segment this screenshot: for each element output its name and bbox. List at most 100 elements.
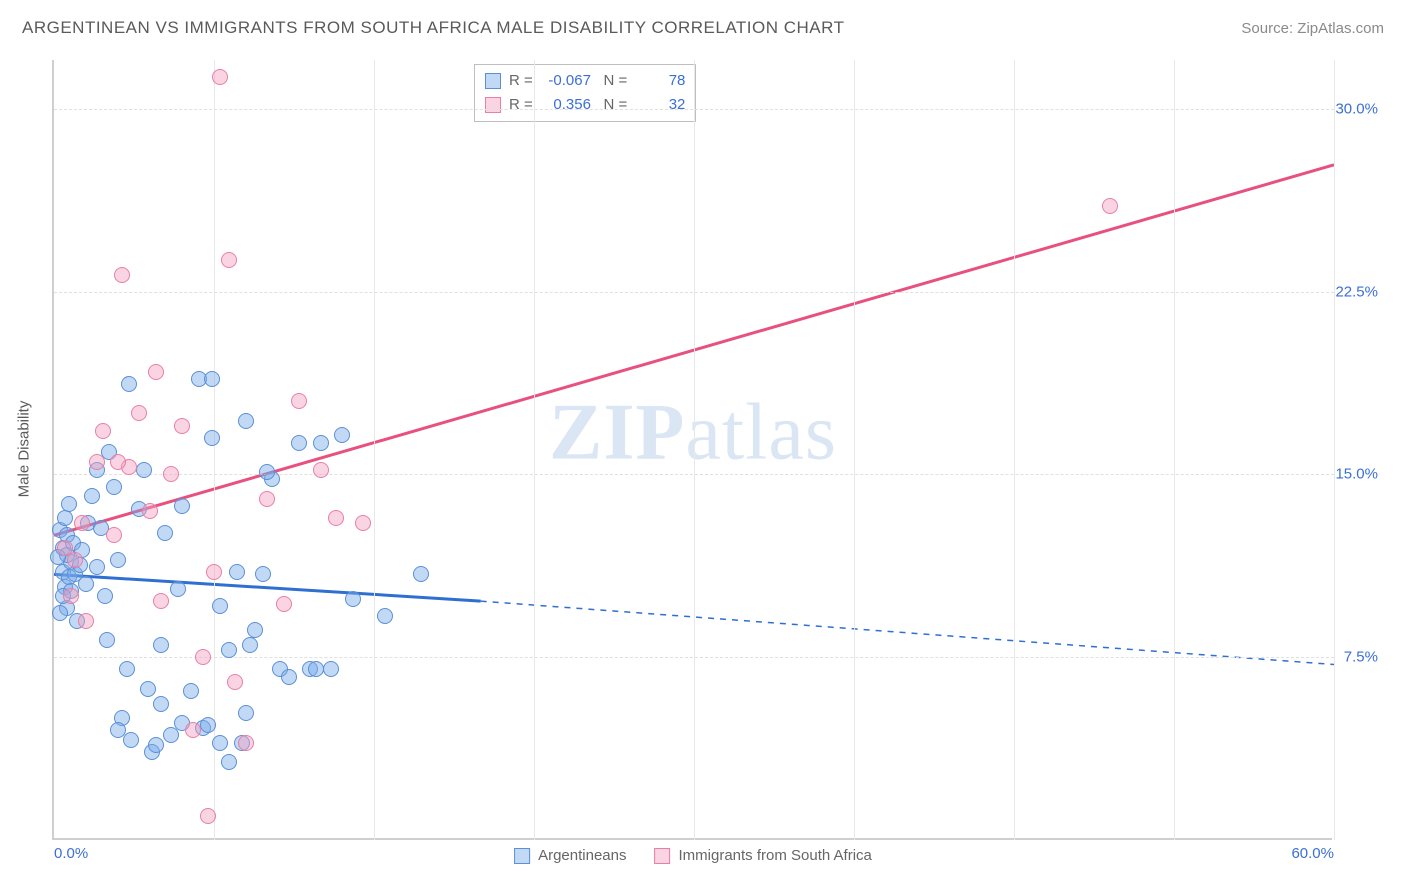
scatter-point — [142, 503, 158, 519]
scatter-point — [148, 737, 164, 753]
scatter-point — [61, 496, 77, 512]
scatter-point — [212, 69, 228, 85]
scatter-point — [170, 581, 186, 597]
scatter-point — [183, 683, 199, 699]
scatter-point — [78, 613, 94, 629]
scatter-point — [174, 418, 190, 434]
scatter-point — [95, 423, 111, 439]
scatter-point — [185, 722, 201, 738]
legend-label: Argentineans — [538, 847, 626, 864]
legend-item: Argentineans — [514, 847, 626, 864]
scatter-point — [200, 717, 216, 733]
scatter-point — [323, 661, 339, 677]
scatter-point — [140, 681, 156, 697]
scatter-point — [106, 479, 122, 495]
scatter-point — [63, 588, 79, 604]
scatter-point — [242, 637, 258, 653]
scatter-point — [221, 252, 237, 268]
scatter-point — [345, 591, 361, 607]
scatter-point — [174, 498, 190, 514]
source-attribution: Source: ZipAtlas.com — [1241, 20, 1384, 37]
scatter-point — [106, 527, 122, 543]
scatter-point — [99, 632, 115, 648]
scatter-point — [89, 559, 105, 575]
scatter-point — [1102, 198, 1118, 214]
scatter-point — [227, 674, 243, 690]
scatter-point — [67, 552, 83, 568]
x-tick-label: 60.0% — [1291, 845, 1334, 862]
scatter-point — [238, 413, 254, 429]
scatter-point — [313, 435, 329, 451]
grid-line-vertical — [1174, 60, 1175, 840]
scatter-point — [377, 608, 393, 624]
legend-label: Immigrants from South Africa — [679, 847, 872, 864]
scatter-point — [110, 454, 126, 470]
legend-swatch — [485, 73, 501, 89]
scatter-point — [153, 696, 169, 712]
watermark: ZIPatlas — [549, 388, 837, 479]
scatter-point — [84, 488, 100, 504]
scatter-point — [238, 735, 254, 751]
scatter-point — [204, 430, 220, 446]
stat-row: R = 0.356 N = 32 — [485, 93, 685, 117]
y-tick-label: 15.0% — [1335, 466, 1378, 483]
scatter-point — [221, 642, 237, 658]
scatter-point — [148, 364, 164, 380]
grid-line-vertical — [534, 60, 535, 840]
source-label: Source: — [1241, 20, 1293, 37]
grid-line-vertical — [374, 60, 375, 840]
scatter-point — [259, 464, 275, 480]
scatter-point — [308, 661, 324, 677]
scatter-point — [221, 754, 237, 770]
source-value: ZipAtlas.com — [1297, 20, 1384, 37]
legend-swatch — [655, 848, 671, 864]
scatter-point — [291, 435, 307, 451]
scatter-point — [97, 588, 113, 604]
legend-swatch — [485, 97, 501, 113]
y-tick-label: 30.0% — [1335, 100, 1378, 117]
scatter-point — [334, 427, 350, 443]
legend-item: Immigrants from South Africa — [655, 847, 872, 864]
scatter-point — [413, 566, 429, 582]
scatter-point — [328, 510, 344, 526]
grid-line-vertical — [1334, 60, 1335, 840]
scatter-point — [276, 596, 292, 612]
scatter-point — [78, 576, 94, 592]
scatter-point — [74, 515, 90, 531]
scatter-point — [204, 371, 220, 387]
scatter-point — [206, 564, 222, 580]
grid-line-vertical — [1014, 60, 1015, 840]
legend: Argentineans Immigrants from South Africa — [514, 847, 872, 864]
scatter-point — [57, 510, 73, 526]
scatter-point — [355, 515, 371, 531]
scatter-point — [153, 637, 169, 653]
y-tick-label: 22.5% — [1335, 283, 1378, 300]
scatter-point — [163, 466, 179, 482]
scatter-point — [136, 462, 152, 478]
scatter-point — [195, 649, 211, 665]
scatter-point — [89, 454, 105, 470]
stat-text: R = -0.067 N = 78 — [509, 69, 685, 93]
watermark-light: atlas — [685, 389, 837, 477]
scatter-point — [238, 705, 254, 721]
chart-container: ZIPatlas Male Disability R = -0.067 N = … — [52, 60, 1382, 840]
scatter-point — [119, 661, 135, 677]
grid-line-vertical — [854, 60, 855, 840]
scatter-point — [229, 564, 245, 580]
stat-row: R = -0.067 N = 78 — [485, 69, 685, 93]
scatter-point — [313, 462, 329, 478]
scatter-point — [114, 267, 130, 283]
scatter-point — [123, 732, 139, 748]
scatter-point — [281, 669, 297, 685]
scatter-point — [200, 808, 216, 824]
y-axis-title: Male Disability — [16, 401, 33, 498]
scatter-point — [52, 605, 68, 621]
scatter-point — [121, 376, 137, 392]
legend-swatch — [514, 848, 530, 864]
scatter-point — [259, 491, 275, 507]
scatter-point — [212, 598, 228, 614]
scatter-point — [291, 393, 307, 409]
scatter-point — [110, 552, 126, 568]
correlation-stats-box: R = -0.067 N = 78R = 0.356 N = 32 — [474, 64, 696, 122]
plot-area: ZIPatlas Male Disability R = -0.067 N = … — [52, 60, 1332, 840]
